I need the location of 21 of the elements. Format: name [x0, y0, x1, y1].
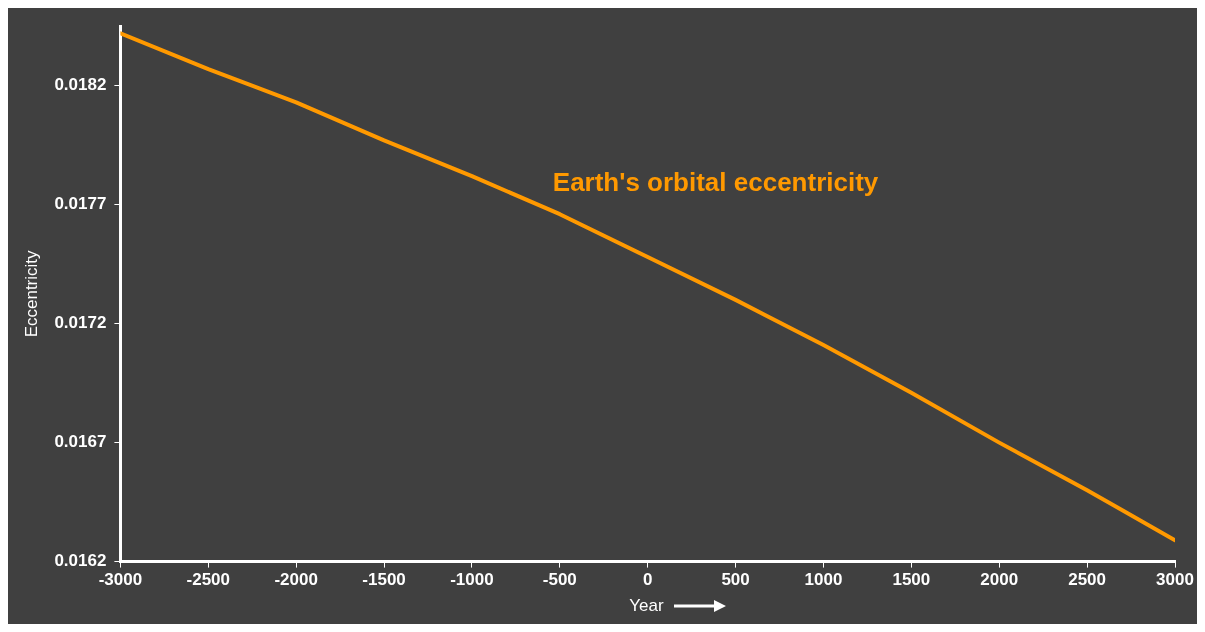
y-tick-label: 0.0182	[54, 75, 107, 95]
x-tick-label: -2500	[186, 570, 231, 590]
x-tick-label: 1500	[892, 570, 931, 590]
y-axis-title: Eccentricity	[21, 249, 41, 338]
x-tick-label: 1000	[804, 570, 843, 590]
x-tick-label: 3000	[1156, 570, 1194, 590]
y-tick-label: 0.0162	[54, 551, 107, 571]
x-tick-label: 2000	[980, 570, 1019, 590]
x-tick-label: 500	[721, 570, 750, 590]
series-label: Earth's orbital eccentricity	[552, 167, 879, 198]
y-tick-label: 0.0172	[54, 313, 107, 333]
x-tick-label: -1500	[362, 570, 406, 590]
y-tick-label: 0.0167	[54, 432, 107, 452]
x-tick-label: -3000	[98, 570, 143, 590]
x-tick-label: -1000	[450, 570, 494, 590]
x-axis-title: Year	[629, 596, 664, 616]
x-tick-label: -500	[542, 570, 577, 590]
x-tick-label: 0	[642, 570, 653, 590]
x-tick-label: 2500	[1068, 570, 1107, 590]
x-tick-label: -2000	[274, 570, 318, 590]
y-tick-label: 0.0177	[54, 194, 107, 214]
